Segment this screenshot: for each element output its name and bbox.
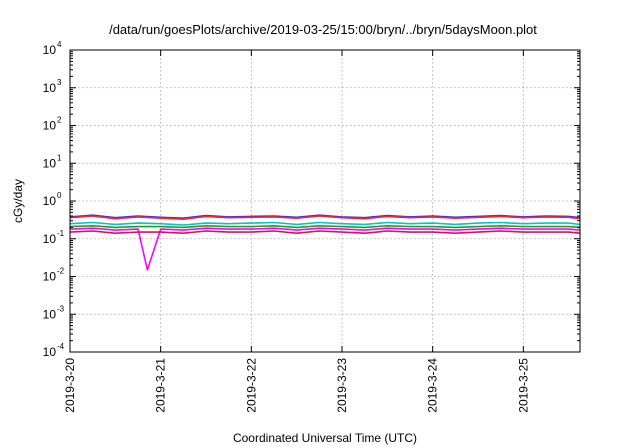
y-tick-label-exponent: -3 <box>57 304 65 313</box>
x-tick-label: 2019-3-25 <box>516 358 530 413</box>
grid-lines <box>70 50 580 352</box>
y-axis-label: cGy/day <box>11 179 25 223</box>
y-tick-label-exponent: 3 <box>57 78 62 87</box>
y-tick-label: 10 -1 <box>43 229 65 246</box>
y-tick-label: 10 0 <box>43 191 62 208</box>
y-tick-label: 10 3 <box>43 78 62 95</box>
x-tick-label: 2019-3-24 <box>426 358 440 413</box>
y-tick-label-base: 10 <box>43 43 57 57</box>
y-tick-label: 10 1 <box>43 153 62 170</box>
series-line-2 <box>69 215 581 220</box>
x-axis-tick-labels: 2019-3-20 2019-3-21 2019-3-22 2019-3-23 2019… <box>63 358 530 413</box>
y-tick-label-exponent: -1 <box>57 229 65 238</box>
y-tick-label-base: 10 <box>43 270 57 284</box>
y-tick-label-exponent: -2 <box>57 267 65 276</box>
y-tick-label-base: 10 <box>43 232 57 246</box>
series-line-3 <box>69 221 581 226</box>
y-tick-label-base: 10 <box>43 81 57 95</box>
y-tick-label-exponent: 4 <box>57 40 62 49</box>
y-tick-label-exponent: 2 <box>57 116 62 125</box>
y-tick-label-base: 10 <box>43 119 57 133</box>
y-tick-label: 10 -2 <box>43 267 65 284</box>
y-tick-label-exponent: 0 <box>57 191 62 200</box>
chart-title: /data/run/goesPlots/archive/2019-03-25/1… <box>109 22 537 37</box>
y-tick-label-base: 10 <box>43 194 57 208</box>
y-tick-label: 10 -4 <box>43 342 65 359</box>
y-tick-label: 10 -3 <box>43 304 65 321</box>
y-tick-label-exponent: -4 <box>57 342 65 351</box>
plot-series <box>69 214 581 271</box>
y-tick-label-exponent: 1 <box>57 153 62 162</box>
y-tick-label-base: 10 <box>43 156 57 170</box>
series-line-6 <box>69 230 581 234</box>
x-tick-label: 2019-3-22 <box>244 358 258 413</box>
x-axis-label: Coordinated Universal Time (UTC) <box>233 431 417 445</box>
y-tick-label: 10 4 <box>43 40 62 57</box>
y-tick-label-base: 10 <box>43 345 57 359</box>
x-tick-label: 2019-3-21 <box>154 358 168 413</box>
series-line-4 <box>69 225 581 229</box>
axis-ticks <box>69 49 580 353</box>
y-tick-label: 10 2 <box>43 116 62 133</box>
x-tick-label: 2019-3-23 <box>335 358 349 413</box>
y-tick-label-base: 10 <box>43 307 57 321</box>
x-tick-label: 2019-3-20 <box>63 358 77 413</box>
series-line-5 <box>69 227 581 271</box>
